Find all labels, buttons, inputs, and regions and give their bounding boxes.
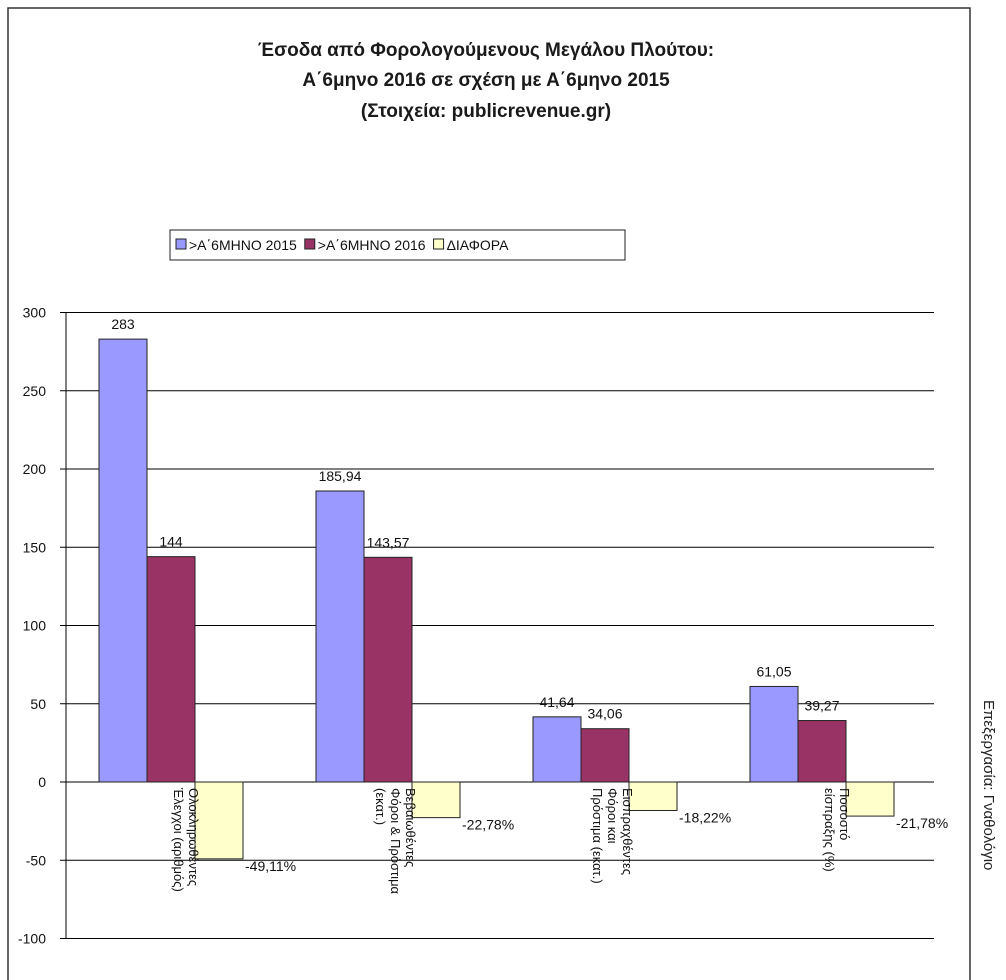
y-axis-tick-labels: 300 250 200 150 100 50 0 -50 -100 [18,305,46,947]
legend: >Α΄6ΜΗΝΟ 2015 >Α΄6ΜΗΝΟ 2016 ΔΙΑΦΟΡΑ [169,229,626,261]
chart-title-line-3: (Στοιχεία: publicrevenue.gr) [361,101,611,122]
data-label-s3-c4: -21,78% [896,815,948,831]
chart-title-line-1: Έσοδα από Φορολογούμενους Μεγάλου Πλούτο… [258,40,714,61]
bar-s1-c2 [315,490,365,783]
bar-s1-c3 [532,716,582,783]
legend-swatch-3 [433,238,445,250]
category-label-4-line-1: Ποσοστό [837,788,852,840]
ytick-label-100: 100 [23,618,47,634]
ytick-label-150: 150 [23,539,47,555]
legend-swatch-1 [175,238,187,250]
data-label-s3-c2: -22,78% [462,817,514,833]
ytick-label--50: -50 [26,852,46,868]
category-label-4-line-2: είσπραξης (%) [822,788,837,872]
credit-text: Επεξεργασία: Γναθολόγιο [980,700,997,870]
data-label-s2-c3: 34,06 [587,706,622,722]
data-label-s3-c1: -49,11% [245,858,296,874]
bar-s2-c2 [363,556,413,783]
bar-s2-c3 [580,728,630,783]
ytick-label-200: 200 [23,461,47,477]
data-label-s2-c2: 143,57 [367,534,410,550]
ytick-label-250: 250 [23,383,47,399]
legend-label-2: >Α΄6ΜΗΝΟ 2016 [318,237,426,253]
ytick-label-300: 300 [23,305,47,321]
legend-swatch-2 [304,238,316,250]
category-label-3-line-1: Εισπραχθέντες [620,788,635,875]
data-label-s1-c1: 283 [111,316,135,332]
data-label-s3-c3: -18,22% [679,810,731,826]
chart-title: Έσοδα από Φορολογούμενους Μεγάλου Πλούτο… [258,40,714,122]
bar-s3-c3 [628,781,678,812]
legend-label-1: >Α΄6ΜΗΝΟ 2015 [189,237,297,253]
bar-s3-c2 [411,781,461,819]
legend-box [169,229,626,261]
bar-s1-c4 [749,685,799,783]
bar-s3-c1 [194,781,244,860]
category-label-2-line-2: Φόροι & Πρόστιμα [388,788,403,895]
legend-label-3: ΔΙΑΦΟΡΑ [447,237,510,253]
bar-s3-c4 [845,781,895,817]
ytick-label-50: 50 [30,696,46,712]
category-label-2-line-3: (εκατ.) [373,788,388,825]
bar-s1-c1 [98,338,148,783]
category-label-3-line-3: Πρόστιμα (εκατ.) [590,788,605,884]
data-label-s2-c4: 39,27 [804,698,839,714]
bar-s2-c4 [797,720,847,783]
data-label-s1-c4: 61,05 [756,663,791,679]
bars [98,338,895,860]
data-labels: 283 144 -49,11% 185,94 143,57 -22,78% 41,64 34,… [111,316,948,874]
category-label-1-line-1: Ολοκληρωθέντες [186,788,201,886]
ytick-label-0: 0 [38,774,46,790]
category-label-1-line-2: Έλεγχοι (αριθμός) [171,787,186,892]
chart-title-line-2: Α΄6μηνο 2016 σε σχέση με Α΄6μηνο 2015 [302,70,670,91]
category-label-3-line-2: Φόροι και [605,788,620,844]
data-label-s2-c1: 144 [159,534,183,550]
data-label-s1-c3: 41,64 [539,694,574,710]
ytick-label--100: -100 [18,931,46,947]
data-label-s1-c2: 185,94 [319,468,362,484]
chart-frame [7,7,971,980]
category-label-2-line-1: Βεβαιωθέντες [403,788,418,867]
bar-s2-c1 [146,556,196,783]
